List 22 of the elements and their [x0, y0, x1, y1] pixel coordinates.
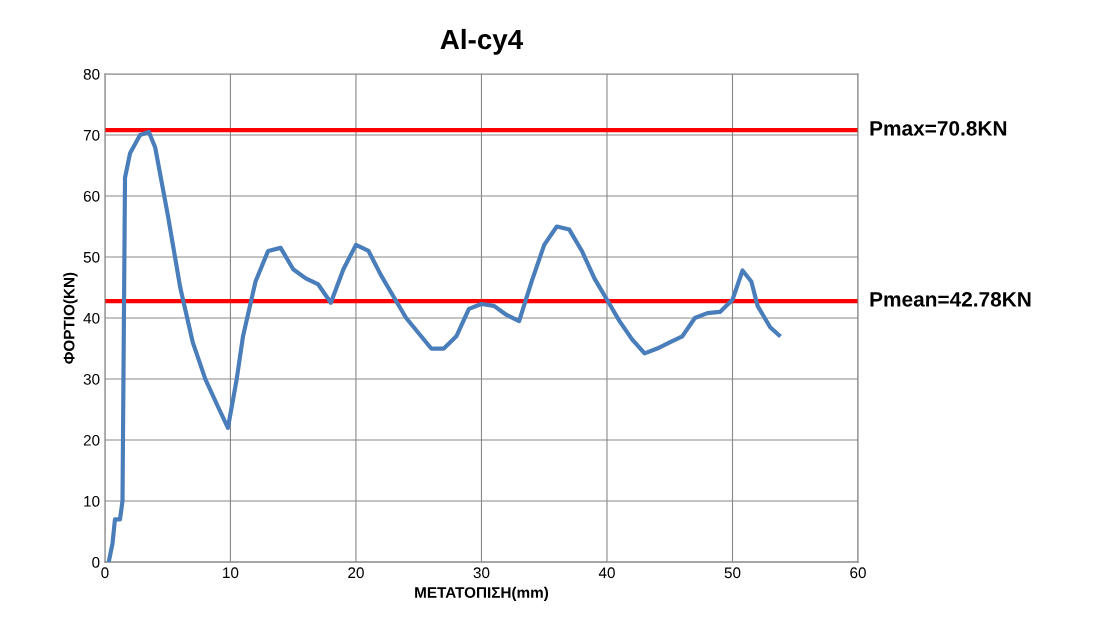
- x-tick-label: 20: [348, 567, 364, 579]
- y-tick-label: 10: [84, 495, 100, 507]
- y-tick-label: 20: [83, 434, 100, 446]
- y-axis-title: ΦΟΡΤΙΟ(KN): [63, 272, 78, 364]
- x-axis-title: ΜΕΤΑΤΟΠΙΣΗ(mm): [415, 586, 549, 601]
- x-tick-label: 0: [101, 567, 109, 579]
- y-tick-label: 0: [92, 556, 100, 568]
- ref-line-label: Pmax=70.8KN: [870, 120, 1007, 136]
- y-tick-label: 70: [83, 129, 100, 141]
- line-series: [106, 129, 782, 563]
- x-tick-label: 40: [598, 567, 615, 579]
- y-tick-label: 80: [83, 68, 100, 80]
- y-tick-label: 30: [83, 373, 100, 385]
- chart-title: Al-cy4: [440, 28, 524, 55]
- y-tick-label: 50: [83, 251, 100, 263]
- x-tick-label: 50: [724, 567, 741, 579]
- ref-line-label: Pmean=42.78KN: [870, 291, 1031, 307]
- x-tick-label: 30: [473, 567, 490, 579]
- y-tick-label: 60: [83, 190, 100, 202]
- y-tick-label: 40: [83, 312, 100, 324]
- x-tick-label: 10: [223, 567, 239, 579]
- x-tick-label: 60: [850, 567, 866, 579]
